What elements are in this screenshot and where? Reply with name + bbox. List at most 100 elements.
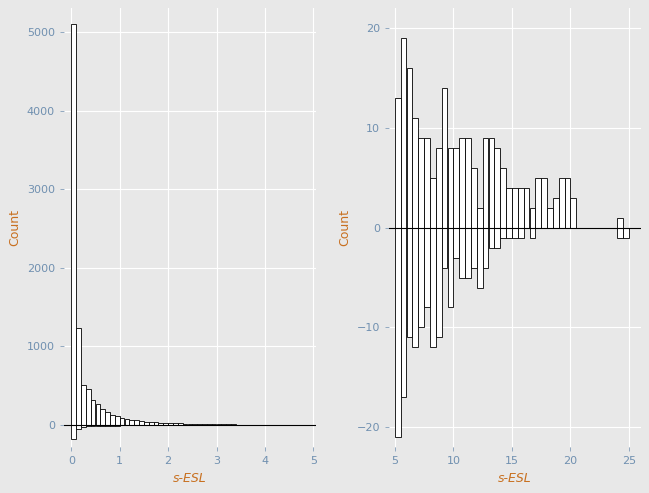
Bar — [158, 423, 163, 425]
Bar — [192, 424, 197, 425]
Bar — [454, 228, 459, 258]
Bar — [101, 409, 105, 425]
X-axis label: s-ESL: s-ESL — [173, 472, 207, 485]
Bar — [95, 425, 101, 426]
Bar — [149, 422, 154, 425]
Bar — [500, 168, 506, 228]
Bar — [400, 38, 406, 228]
Bar — [144, 422, 149, 425]
Bar — [530, 228, 535, 238]
Bar — [465, 138, 471, 228]
Bar — [565, 178, 570, 228]
Bar — [241, 424, 245, 425]
Bar — [164, 423, 168, 425]
Bar — [197, 424, 202, 425]
Bar — [489, 138, 495, 228]
Bar — [182, 423, 188, 425]
Bar — [91, 400, 95, 425]
Bar — [406, 228, 412, 337]
Bar — [395, 98, 400, 228]
Bar — [547, 208, 553, 228]
Bar — [448, 148, 453, 228]
Bar — [395, 228, 400, 437]
Bar — [617, 228, 623, 238]
Bar — [406, 68, 412, 228]
Bar — [518, 228, 524, 238]
Bar — [623, 228, 629, 238]
Bar — [101, 425, 105, 426]
Bar — [419, 228, 424, 327]
Bar — [512, 188, 518, 228]
Bar — [207, 424, 212, 425]
Bar — [430, 228, 435, 348]
Bar — [154, 423, 158, 425]
Bar — [71, 24, 76, 425]
Bar — [134, 421, 139, 425]
Bar — [76, 328, 81, 425]
Bar — [465, 228, 471, 278]
Bar — [188, 423, 192, 425]
Bar — [105, 413, 110, 425]
Bar — [236, 424, 241, 425]
Bar — [459, 138, 465, 228]
Bar — [424, 138, 430, 228]
Bar — [477, 228, 483, 287]
Bar — [173, 423, 178, 425]
Bar — [559, 178, 565, 228]
Bar — [512, 228, 518, 238]
Bar — [477, 208, 483, 228]
Bar — [518, 188, 524, 228]
Bar — [400, 228, 406, 397]
Bar — [424, 228, 430, 308]
Bar — [500, 228, 506, 238]
Bar — [110, 415, 115, 425]
Bar — [454, 148, 459, 228]
Bar — [125, 419, 129, 425]
Bar — [221, 424, 226, 425]
Bar — [178, 423, 182, 425]
Bar — [120, 418, 125, 425]
Bar — [202, 424, 207, 425]
Bar — [86, 425, 91, 426]
Bar — [227, 424, 231, 425]
Bar — [71, 425, 76, 439]
Bar — [217, 424, 221, 425]
Bar — [541, 178, 547, 228]
Bar — [419, 138, 424, 228]
Bar — [95, 404, 101, 425]
Bar — [91, 425, 95, 426]
Bar — [76, 425, 81, 429]
Bar — [81, 425, 86, 427]
Bar — [535, 178, 541, 228]
Bar — [442, 88, 447, 228]
Bar — [212, 424, 217, 425]
Bar — [430, 178, 435, 228]
Bar — [86, 389, 91, 425]
Bar — [617, 218, 623, 228]
Bar — [129, 420, 134, 425]
Bar — [115, 417, 119, 425]
Bar — [442, 228, 447, 268]
Bar — [436, 228, 441, 337]
Bar — [495, 228, 500, 247]
X-axis label: s-ESL: s-ESL — [498, 472, 532, 485]
Bar — [506, 188, 512, 228]
Bar — [168, 423, 173, 425]
Bar — [553, 198, 559, 228]
Bar — [81, 385, 86, 425]
Bar — [471, 168, 477, 228]
Bar — [471, 228, 477, 268]
Bar — [448, 228, 453, 308]
Bar — [231, 424, 236, 425]
Bar — [495, 148, 500, 228]
Bar — [459, 228, 465, 278]
Y-axis label: Count: Count — [338, 209, 351, 246]
Y-axis label: Count: Count — [8, 209, 21, 246]
Bar — [489, 228, 495, 247]
Bar — [506, 228, 512, 238]
Bar — [530, 208, 535, 228]
Bar — [483, 138, 489, 228]
Bar — [412, 228, 418, 348]
Bar — [412, 118, 418, 228]
Bar — [436, 148, 441, 228]
